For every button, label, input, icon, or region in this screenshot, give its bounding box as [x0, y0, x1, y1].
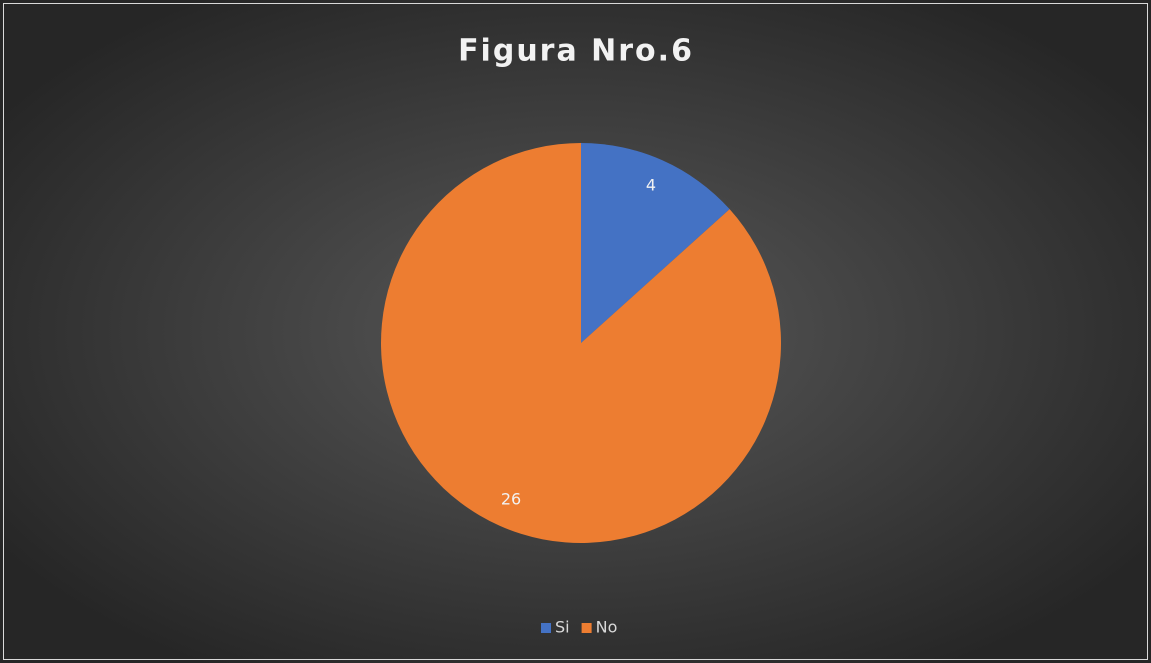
legend-swatch — [581, 623, 592, 633]
legend: Si No — [541, 618, 617, 637]
data-label: 26 — [501, 490, 521, 509]
legend-label: Si — [555, 618, 570, 637]
chart-title: Figura Nro.6 — [458, 34, 694, 69]
pie-slice — [380, 143, 781, 544]
chart-border — [3, 3, 1148, 660]
legend-label: No — [596, 618, 618, 637]
data-label: 4 — [646, 175, 656, 194]
pie-slice — [581, 143, 730, 343]
pie: 4 26 — [380, 143, 781, 544]
legend-swatch — [541, 623, 551, 633]
